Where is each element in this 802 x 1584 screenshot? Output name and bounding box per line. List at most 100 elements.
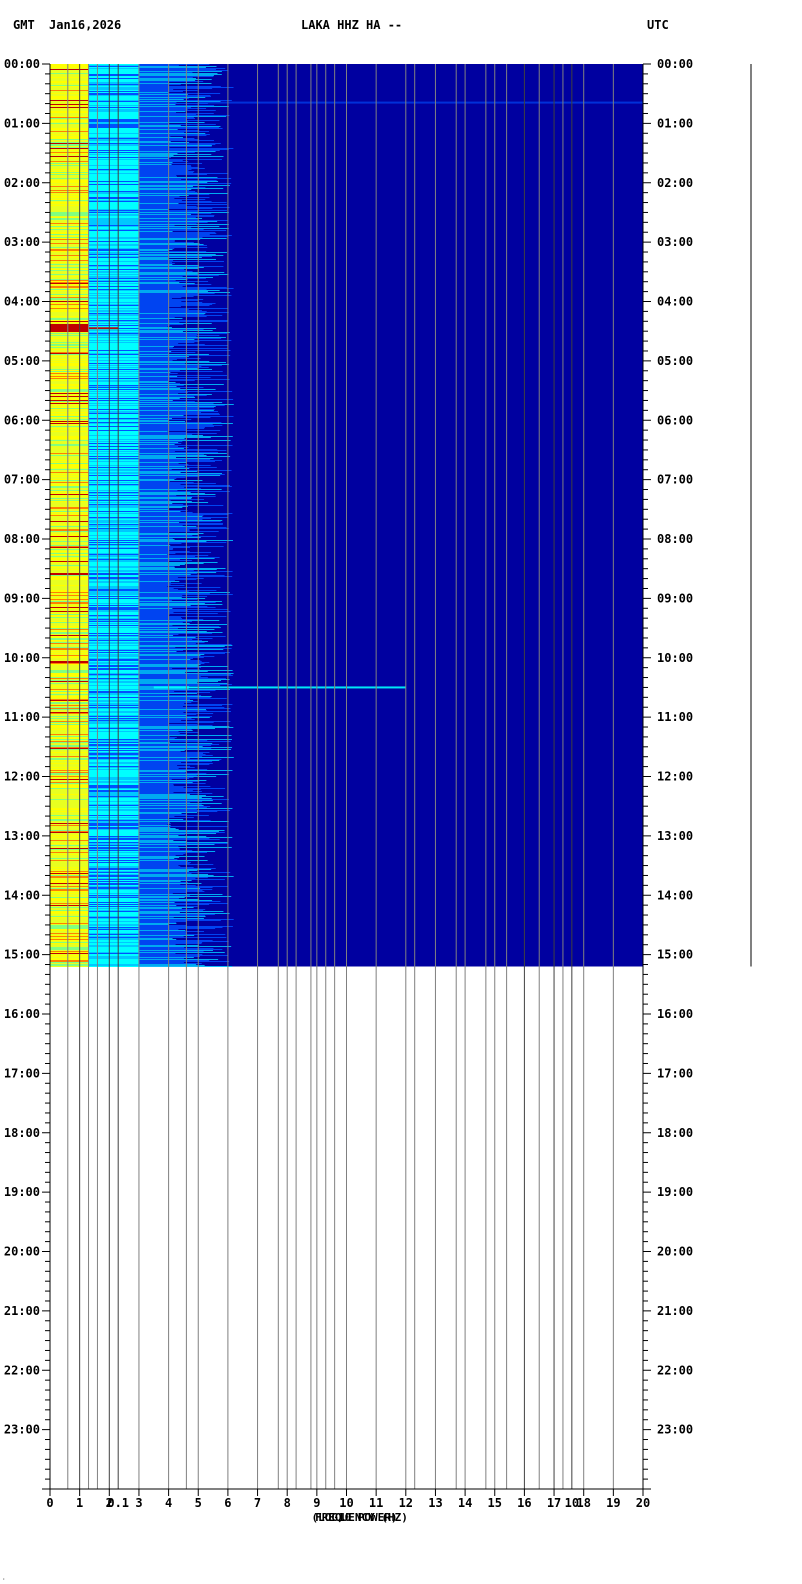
heat-row-low bbox=[50, 498, 89, 499]
heat-row-low bbox=[50, 734, 89, 735]
heat-row-high bbox=[138, 931, 204, 932]
heat-row-mid bbox=[88, 847, 139, 848]
heat-row-mid bbox=[88, 810, 139, 811]
heat-row-low bbox=[50, 478, 89, 479]
heat-row-mid bbox=[88, 735, 139, 736]
heat-row-low bbox=[50, 953, 89, 954]
heat-row-high bbox=[138, 666, 229, 667]
heat-row-mid bbox=[88, 88, 139, 89]
heat-row-low bbox=[50, 384, 89, 385]
heat-row-high bbox=[138, 449, 218, 450]
heat-row-high bbox=[138, 530, 190, 531]
heat-row-high bbox=[138, 887, 213, 888]
heat-row-mid bbox=[88, 100, 139, 101]
heat-row-mid bbox=[88, 439, 139, 440]
heat-row-mid bbox=[88, 786, 139, 787]
heat-row-mid bbox=[88, 356, 139, 357]
heat-row-high bbox=[138, 471, 198, 472]
heat-row-low bbox=[50, 912, 89, 913]
heat-row-low bbox=[50, 596, 89, 597]
heat-row-low bbox=[50, 135, 89, 136]
heat-row-low bbox=[50, 278, 89, 279]
heat-row-low bbox=[50, 555, 89, 556]
heat-row-high bbox=[138, 113, 214, 114]
heat-row-mid bbox=[88, 123, 139, 124]
heat-row-mid bbox=[88, 508, 139, 509]
heat-row-low bbox=[50, 714, 89, 715]
heat-row-low bbox=[50, 579, 89, 580]
heat-row-high bbox=[138, 884, 181, 885]
heat-row-mid bbox=[88, 254, 139, 255]
heat-row-mid bbox=[88, 494, 139, 495]
heat-row-mid bbox=[88, 603, 139, 604]
heat-row-low bbox=[50, 253, 89, 254]
heat-row-high bbox=[138, 228, 229, 229]
heat-row-mid bbox=[88, 881, 139, 882]
y-tick-label-left: 14:00 bbox=[4, 888, 40, 902]
heat-row-mid bbox=[88, 799, 139, 800]
heat-row-high bbox=[138, 137, 183, 138]
heat-row-low bbox=[50, 100, 89, 101]
heat-row-mid bbox=[88, 684, 139, 685]
heat-row-low bbox=[50, 486, 89, 487]
heat-row-high bbox=[138, 73, 218, 74]
heat-row-high bbox=[138, 861, 188, 862]
heat-row-high bbox=[138, 256, 213, 257]
heat-row-low bbox=[50, 440, 89, 441]
heat-row-low bbox=[50, 851, 89, 852]
heat-row-mid bbox=[88, 831, 139, 832]
heat-row-low bbox=[50, 606, 89, 607]
heat-row-low bbox=[50, 748, 89, 749]
heat-row-mid bbox=[88, 663, 139, 664]
heat-row-low bbox=[50, 743, 89, 744]
heat-row-low bbox=[50, 726, 89, 727]
heat-row-high bbox=[138, 955, 228, 956]
heat-row-low bbox=[50, 911, 89, 912]
heat-row-mid bbox=[88, 612, 139, 613]
heat-row-high bbox=[138, 930, 186, 931]
heat-row-high bbox=[138, 325, 170, 326]
heat-row-low bbox=[50, 136, 89, 137]
heat-row-mid bbox=[88, 122, 139, 123]
heat-row-mid bbox=[88, 653, 139, 654]
heat-row-mid bbox=[88, 796, 139, 797]
heat-row-low bbox=[50, 619, 89, 620]
heat-row-low bbox=[50, 303, 89, 304]
heat-row-high bbox=[138, 805, 204, 806]
heat-row-mid bbox=[88, 222, 139, 223]
heat-row-mid bbox=[88, 481, 139, 482]
heat-row-mid bbox=[88, 362, 139, 363]
heat-row-mid bbox=[88, 851, 139, 852]
heat-row-low bbox=[50, 402, 89, 403]
heat-row-high bbox=[138, 406, 216, 407]
heat-row-low bbox=[50, 621, 89, 622]
heat-row-mid bbox=[88, 549, 139, 550]
heat-row-high bbox=[138, 645, 233, 646]
heat-row-mid bbox=[88, 801, 139, 802]
heat-row-low bbox=[50, 285, 89, 286]
heat-row-mid bbox=[88, 783, 139, 784]
heat-row-high bbox=[138, 96, 211, 97]
heat-row-mid bbox=[88, 558, 139, 559]
heat-row-high bbox=[138, 216, 214, 217]
heat-row-mid bbox=[88, 278, 139, 279]
heat-row-high bbox=[138, 694, 170, 695]
heat-row-mid bbox=[88, 358, 139, 359]
heat-row-high bbox=[138, 780, 207, 781]
y-tick-label-right: 14:00 bbox=[657, 888, 693, 902]
heat-row-high bbox=[138, 750, 185, 751]
heat-row-low bbox=[50, 925, 89, 926]
heat-row-high bbox=[138, 783, 206, 784]
heat-row-low bbox=[50, 907, 89, 908]
heat-row-mid bbox=[88, 605, 139, 606]
heat-row-low bbox=[50, 918, 89, 919]
heat-row-low bbox=[50, 954, 89, 955]
heat-row-mid bbox=[88, 324, 139, 325]
y-tick-label-left: 00:00 bbox=[4, 57, 40, 71]
heat-row-low bbox=[50, 658, 89, 659]
heat-row-low bbox=[50, 543, 89, 544]
heat-row-high bbox=[138, 848, 180, 849]
heat-row-low bbox=[50, 456, 89, 457]
heat-row-mid bbox=[88, 435, 139, 436]
heat-row-high bbox=[138, 117, 194, 118]
